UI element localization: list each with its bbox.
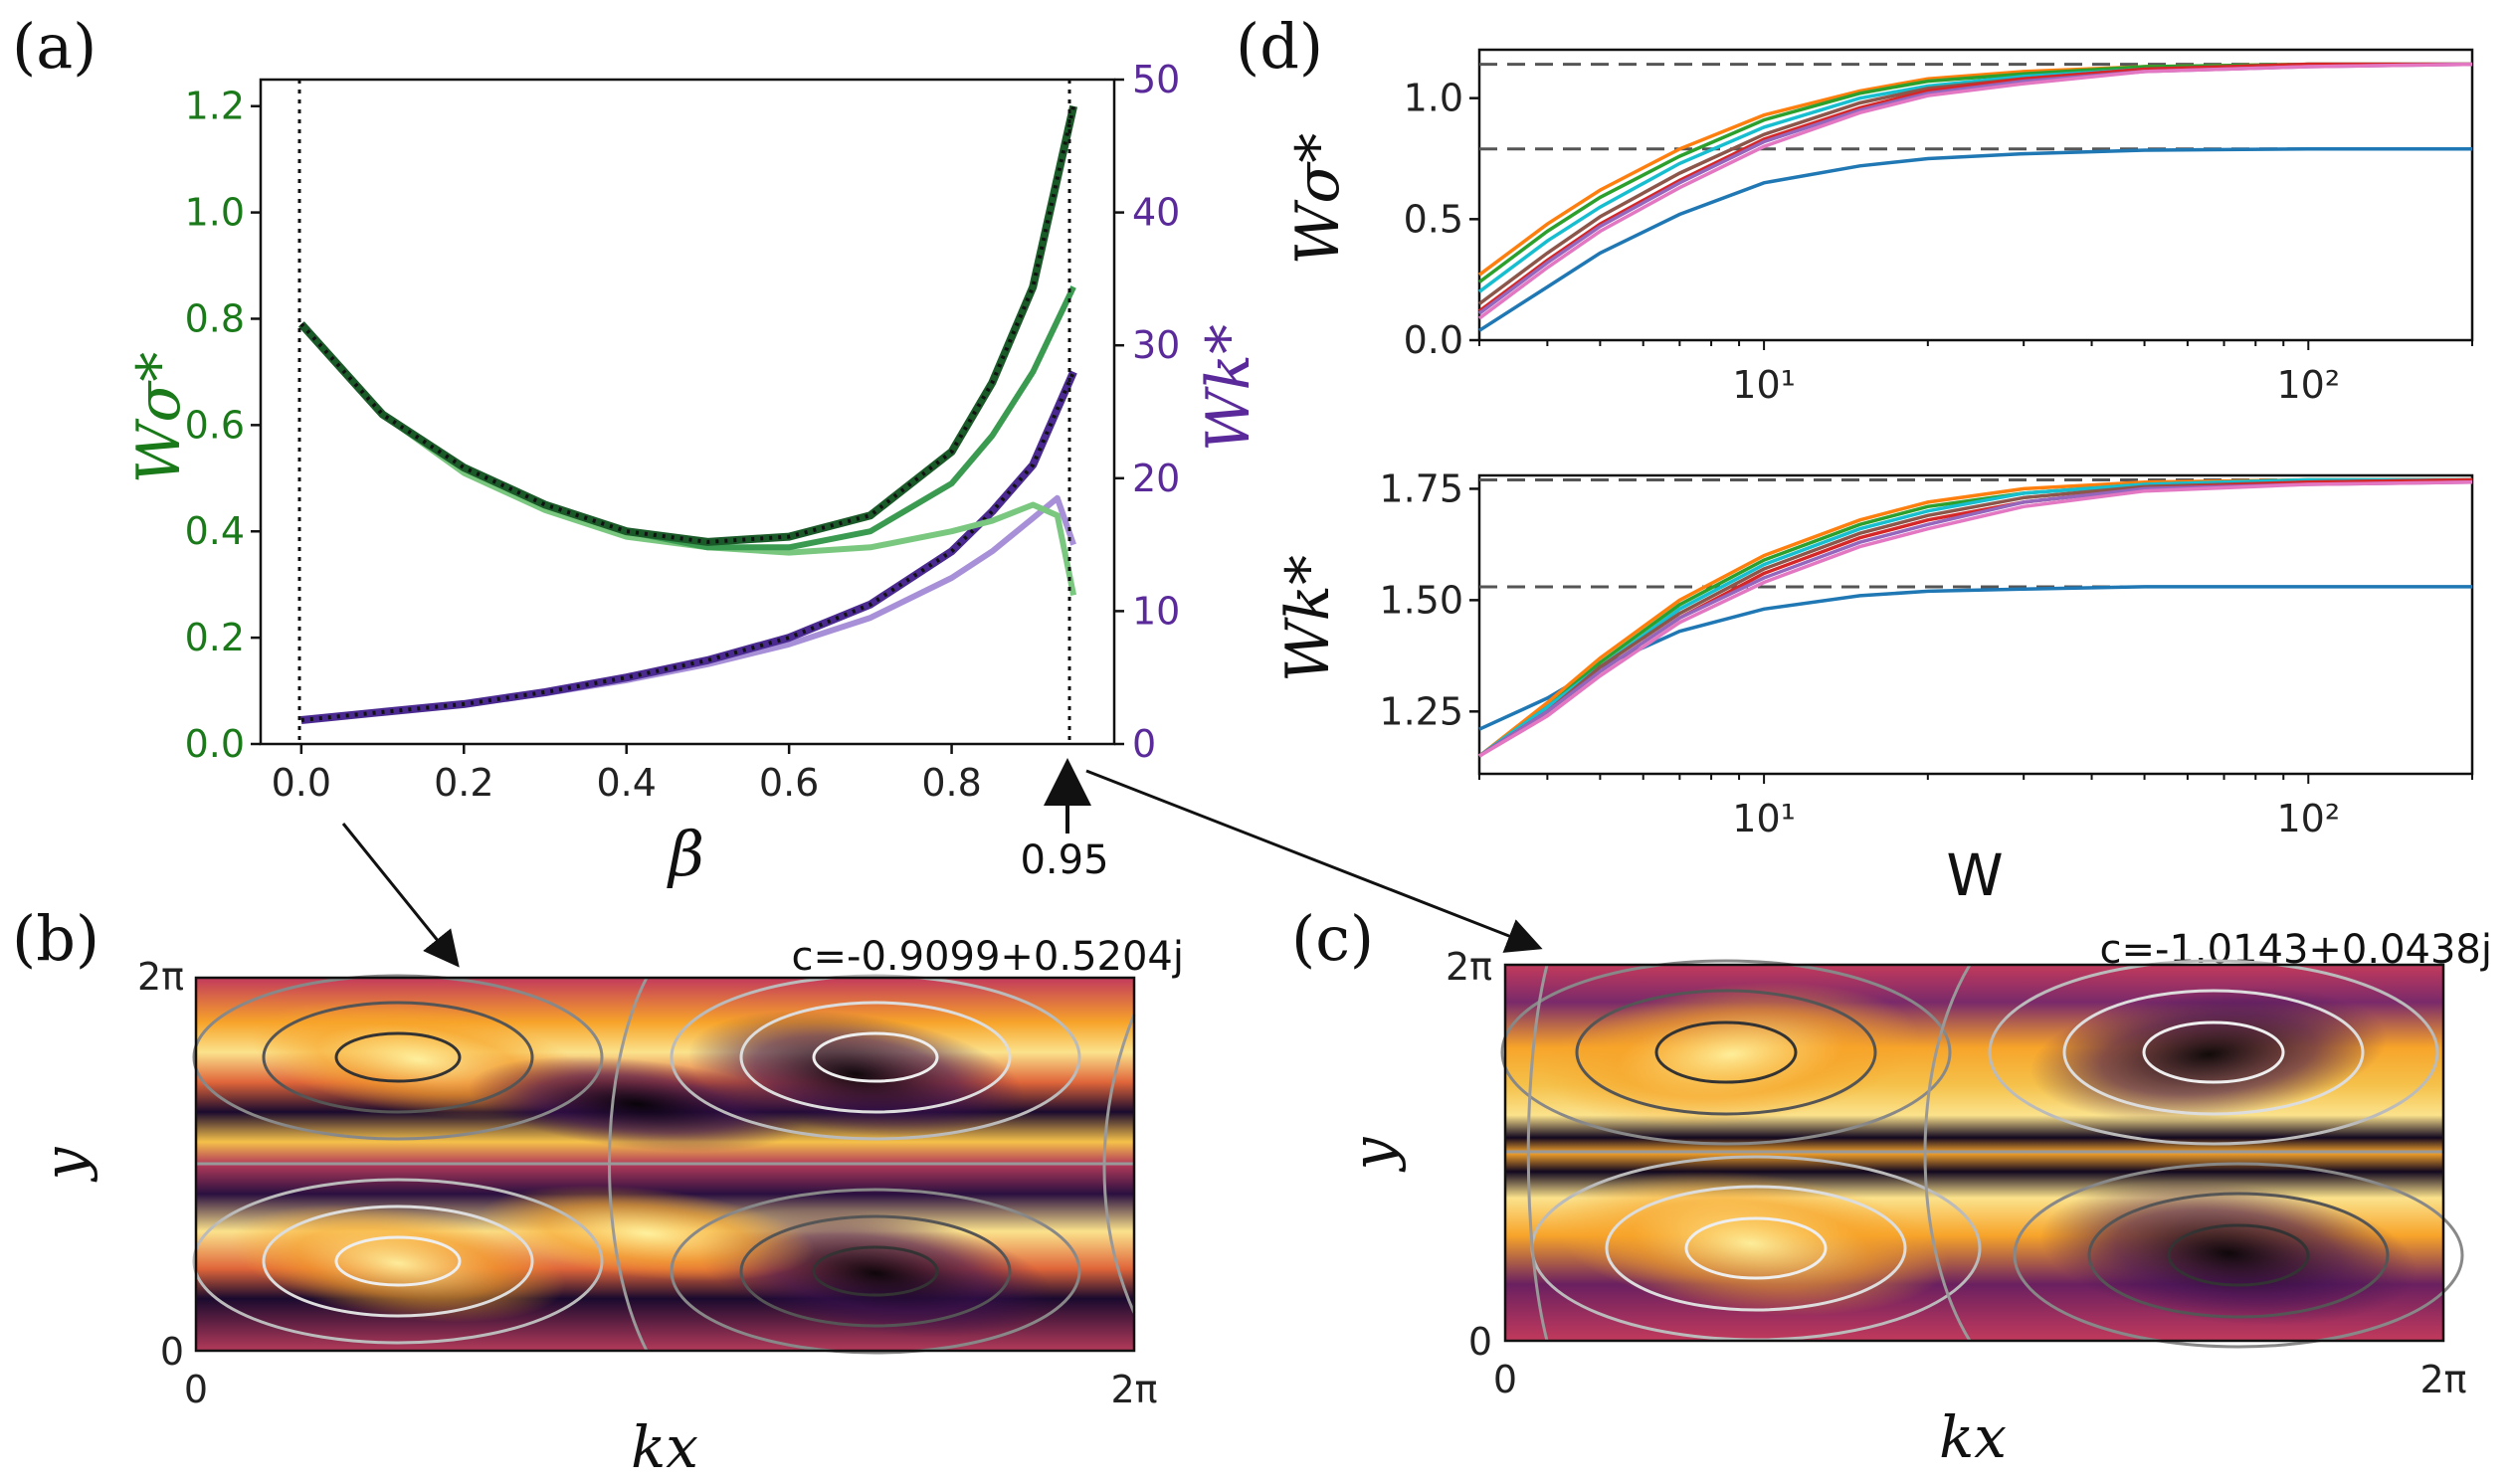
series-line — [1478, 479, 2473, 758]
annotation-095: 0.95 — [1020, 837, 1108, 883]
y-tick-label: 1.25 — [1379, 689, 1463, 733]
panel-d-x-ticks: 10¹ 10² — [1732, 797, 2340, 840]
panel-d-bottom-axes — [1477, 473, 2474, 776]
y-tick-label: 1.75 — [1379, 466, 1463, 510]
right-tick-label: 20 — [1132, 457, 1180, 500]
right-tick-label: 30 — [1132, 323, 1180, 367]
left-tick-label: 0.4 — [185, 509, 245, 553]
panel-c-xtick-left: 0 — [1493, 1358, 1517, 1401]
left-tick-label: 0.8 — [185, 296, 245, 340]
left-tick-label: 0.0 — [185, 722, 245, 766]
panel-d-bottom-ticks: 1.25 1.50 1.75 — [1379, 466, 2473, 784]
series-line — [1477, 62, 2472, 277]
panel-a-x-ticks: 0.0 0.2 0.4 0.6 0.8 — [272, 744, 982, 805]
series-line — [1477, 477, 2472, 758]
panel-b-heatmap — [196, 978, 1134, 1351]
panel-b-label: (b) — [12, 902, 99, 975]
left-tick-label: 0.2 — [185, 616, 245, 659]
panel-b-ytick-top: 2π — [137, 955, 184, 999]
left-tick-label: 1.2 — [185, 85, 245, 128]
right-tick-label: 0 — [1132, 722, 1156, 766]
panel-c-axes — [1503, 963, 2445, 1343]
panel-d-ylabel-bottom: Wk* — [1273, 555, 1343, 682]
panel-d-label: (d) — [1236, 10, 1323, 83]
panel-b-title: c=-0.9099+0.5204j — [792, 934, 1185, 980]
x-tick-label: 0.8 — [921, 761, 981, 805]
panel-a: (a) 0.0 0.2 0.4 0.6 0.8 1.0 1.2 0 10 20 30 40 50 0.… — [12, 10, 1263, 890]
panel-b-xlabel: kx — [631, 1413, 698, 1481]
series-line — [298, 321, 1077, 596]
panel-d-bottom-lines — [1477, 477, 2473, 758]
series-line — [1477, 62, 2473, 315]
panel-c-heatmap — [1505, 965, 2443, 1341]
series-line — [300, 370, 1077, 724]
arrow-to-panel-c — [1085, 769, 1543, 953]
y-tick-label: 1.0 — [1404, 77, 1463, 120]
series-line — [1478, 479, 2473, 758]
panel-a-ylabel-left: Wσ* — [124, 352, 194, 484]
x-tick-label: 10² — [2276, 797, 2340, 840]
x-tick-label: 0.0 — [272, 761, 331, 805]
right-tick-label: 50 — [1132, 58, 1180, 101]
panel-b-ylabel: y — [31, 1146, 98, 1183]
top-x-tick-label: 10¹ — [1732, 363, 1796, 407]
panel-b-ytick-bottom: 0 — [160, 1330, 184, 1374]
panel-b-axes — [194, 976, 1136, 1353]
x-tick-label: 0.2 — [434, 761, 493, 805]
panel-a-xlabel: β — [667, 818, 704, 890]
panel-a-left-ticks: 0.0 0.2 0.4 0.6 0.8 1.0 1.2 — [185, 85, 261, 766]
panel-b-xtick-left: 0 — [184, 1368, 208, 1411]
panel-c-ytick-top: 2π — [1446, 945, 1492, 989]
x-tick-label: 10¹ — [1732, 797, 1796, 840]
panel-c-ylabel: y — [1339, 1136, 1407, 1173]
series-line — [1477, 477, 2472, 758]
panel-d-top-ticks: 0.0 0.5 1.0 10¹ 10² — [1404, 77, 2473, 407]
top-x-tick-label: 10² — [2276, 363, 2340, 407]
arrow-to-panel-b — [341, 823, 460, 968]
series-line — [1477, 62, 2472, 284]
panel-a-label: (a) — [12, 10, 97, 83]
panel-c-ytick-bottom: 0 — [1468, 1320, 1492, 1364]
left-tick-label: 0.6 — [185, 403, 245, 447]
right-tick-label: 40 — [1132, 191, 1180, 235]
panel-a-lines — [297, 104, 1078, 724]
panel-a-right-ticks: 0 10 20 30 40 50 — [1114, 58, 1180, 766]
panel-a-axes — [259, 78, 1116, 746]
series-dotted-overlay — [299, 105, 1076, 544]
series-line — [1478, 477, 2473, 758]
left-tick-label: 1.0 — [185, 191, 245, 235]
panel-c-xtick-right: 2π — [2419, 1358, 2466, 1401]
panel-a-ylabel-right: Wk* — [1194, 324, 1263, 452]
panel-c-contours — [1500, 959, 2464, 1349]
series-line — [1478, 147, 2472, 332]
panel-d-top-lines — [1477, 62, 2473, 332]
y-tick-label: 0.0 — [1404, 318, 1463, 362]
series-line — [1477, 477, 2472, 758]
panel-c-xlabel: kx — [1939, 1403, 2007, 1471]
right-tick-label: 10 — [1132, 589, 1180, 633]
series-line — [1478, 477, 2473, 758]
panel-d-ylabel-top: Wσ* — [1283, 133, 1353, 266]
panel-c: (c) c=-1.0143+0.0438j 2π — [1291, 902, 2492, 1471]
y-tick-label: 0.5 — [1404, 197, 1463, 241]
panel-b-xtick-right: 2π — [1110, 1368, 1157, 1411]
panel-d-xlabel: W — [1946, 841, 2003, 909]
x-tick-label: 0.4 — [596, 761, 656, 805]
panel-b: (b) c=-0.9099+0.5204j — [12, 902, 1184, 1481]
series-line — [1477, 62, 2473, 320]
series-line — [298, 285, 1076, 551]
series-line — [1477, 62, 2472, 313]
series-line — [1477, 62, 2472, 293]
panel-b-contours — [192, 974, 1136, 1355]
panel-c-label: (c) — [1291, 902, 1374, 975]
panel-d-top-axes — [1477, 48, 2474, 342]
x-tick-label: 0.6 — [759, 761, 819, 805]
y-tick-label: 1.50 — [1379, 578, 1463, 622]
